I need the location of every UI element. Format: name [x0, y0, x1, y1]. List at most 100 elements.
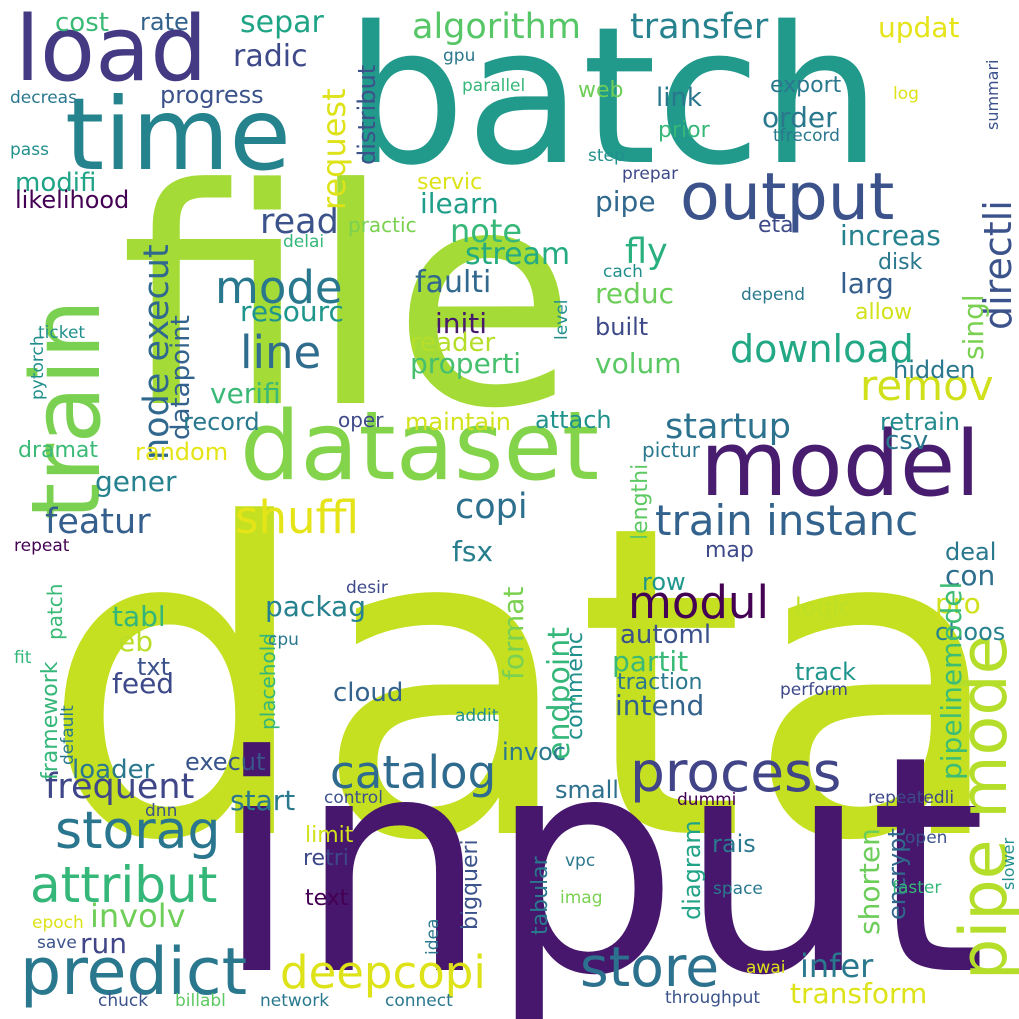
word-stream: stream	[465, 237, 571, 272]
word-tabl: tabl	[112, 600, 166, 633]
word-txt: txt	[137, 653, 171, 681]
word-space: space	[713, 879, 763, 899]
word-depend: depend	[741, 285, 806, 305]
word-practic: practic	[348, 213, 417, 237]
word-modifi: modifi	[15, 168, 97, 198]
word-repeat: repeat	[14, 536, 70, 556]
word-data: data	[40, 435, 1009, 935]
word-loader: loader	[72, 755, 155, 785]
word-time: time	[65, 76, 291, 193]
word-deepcopi: deepcopi	[280, 946, 486, 999]
word-prepar: prepar	[622, 164, 679, 184]
word-frequent: frequent	[45, 767, 195, 807]
word-default: default	[58, 705, 78, 765]
word-format: format	[497, 586, 530, 680]
word-record: record	[183, 408, 260, 436]
word-allow: allow	[855, 300, 913, 325]
word-featur: featur	[45, 502, 151, 542]
word-lengthi: lengthi	[628, 463, 653, 540]
word-line: line	[240, 326, 322, 379]
word-eb: eb	[118, 625, 153, 658]
word-dataset: dataset	[240, 392, 600, 502]
word-note: note	[450, 212, 523, 250]
word-partit: partit	[612, 645, 689, 678]
word-export: export	[770, 73, 842, 98]
word-fit: fit	[14, 648, 32, 668]
word-cach: cach	[603, 262, 643, 282]
word-algorithm: algorithm	[412, 7, 581, 47]
word-store: store	[580, 935, 720, 999]
word-traction: traction	[617, 670, 703, 695]
word-reduc: reduc	[595, 277, 675, 310]
word-limit: limit	[305, 823, 354, 848]
word-open: open	[905, 828, 948, 848]
word-request: request	[315, 88, 353, 210]
word-control: control	[324, 788, 383, 808]
word-updat: updat	[878, 11, 960, 44]
word-delai: delai	[283, 232, 325, 252]
word-remov: remov	[860, 361, 994, 410]
word-servic: servic	[417, 170, 483, 195]
word-file: file	[120, 125, 577, 474]
word-slower: slower	[999, 837, 1018, 890]
word-bigqueri: bigqueri	[458, 839, 483, 930]
word-pass: pass	[10, 140, 49, 160]
word-storag: storag	[55, 801, 221, 861]
word-infer: infer	[800, 947, 874, 985]
word-csv: csv	[885, 426, 929, 456]
word-awai: awai	[746, 958, 786, 978]
word-epoch: epoch	[32, 913, 84, 933]
word-commenc: commenc	[563, 632, 588, 740]
word-tabular: tabular	[528, 856, 553, 935]
word-execut: execut	[185, 748, 266, 776]
word-repeatedli: repeatedli	[868, 788, 955, 808]
word-decreas: decreas	[10, 88, 77, 108]
word-copi: copi	[455, 487, 528, 527]
word-maintain: maintain	[405, 408, 511, 436]
word-attribut: attribut	[30, 856, 218, 914]
word-patch: patch	[43, 583, 67, 640]
word-pytorch: pytorch	[28, 335, 48, 400]
word-predict: predict	[20, 935, 248, 1010]
word-gener: gener	[95, 465, 177, 498]
word-input: input	[215, 692, 987, 1019]
word-desir: desir	[346, 578, 388, 598]
word-involv: involv	[90, 897, 186, 935]
word-load: load	[15, 0, 208, 102]
word-distribut: distribut	[353, 64, 381, 165]
word-mode: mode	[215, 261, 343, 314]
word-shorten: shorten	[853, 828, 886, 935]
word-eta: eta	[758, 213, 794, 238]
word-cloud: cloud	[333, 678, 404, 708]
word-larg: larg	[840, 267, 894, 300]
word-order: order	[762, 101, 837, 134]
word-choos: choos	[935, 618, 1006, 646]
word-properti: properti	[410, 347, 522, 380]
word-cpu: cpu	[268, 630, 299, 650]
word-faster: faster	[892, 878, 942, 898]
word-volum: volum	[595, 347, 682, 380]
word-attach: attach	[535, 406, 612, 434]
word-hidden: hidden	[893, 356, 976, 384]
word-imag: imag	[560, 888, 603, 908]
word-ilearn: ilearn	[420, 187, 499, 220]
word-logic: logic	[795, 593, 852, 621]
word-train-instanc: train instanc	[655, 496, 919, 545]
word-download: download	[730, 327, 914, 371]
word-batch: batch	[345, 0, 882, 207]
word-chuck: chuck	[98, 991, 149, 1011]
word-dnn: dnn	[145, 801, 178, 821]
word-automl: automl	[620, 620, 712, 650]
word-initi: initi	[435, 307, 488, 340]
word-radic: radic	[233, 39, 308, 74]
word-progress: progress	[160, 81, 264, 109]
word-log: log	[893, 84, 919, 104]
word-connect: connect	[385, 991, 453, 1011]
word-startup: startup	[665, 407, 791, 447]
word-text: text	[305, 886, 349, 911]
word-summari: summari	[983, 59, 1002, 130]
word-billabl: billabl	[175, 991, 226, 1011]
word-transform: transform	[790, 977, 928, 1010]
word-save: save	[37, 933, 77, 953]
word-dramat: dramat	[18, 438, 99, 463]
